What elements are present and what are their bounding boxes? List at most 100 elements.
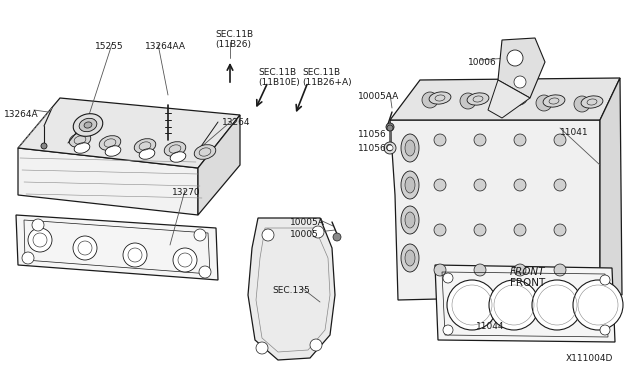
- Ellipse shape: [429, 92, 451, 104]
- Circle shape: [434, 179, 446, 191]
- Text: 10005AA: 10005AA: [358, 92, 399, 101]
- Ellipse shape: [401, 171, 419, 199]
- Circle shape: [532, 280, 582, 330]
- Text: 11041: 11041: [560, 128, 589, 137]
- Circle shape: [41, 143, 47, 149]
- Circle shape: [489, 280, 539, 330]
- Text: SEC.11B: SEC.11B: [302, 68, 340, 77]
- Text: 11044: 11044: [476, 322, 504, 331]
- Polygon shape: [435, 265, 615, 342]
- Circle shape: [312, 226, 324, 238]
- Ellipse shape: [139, 149, 155, 159]
- Text: 13264A: 13264A: [4, 110, 38, 119]
- Text: SEC.11B: SEC.11B: [258, 68, 296, 77]
- Circle shape: [443, 325, 453, 335]
- Ellipse shape: [69, 133, 91, 147]
- Circle shape: [554, 224, 566, 236]
- Circle shape: [22, 252, 34, 264]
- Ellipse shape: [543, 95, 565, 107]
- Circle shape: [256, 342, 268, 354]
- Circle shape: [73, 236, 97, 260]
- Circle shape: [386, 123, 394, 131]
- Ellipse shape: [74, 143, 90, 153]
- Text: 15255: 15255: [95, 42, 124, 51]
- Circle shape: [333, 233, 341, 241]
- Circle shape: [387, 145, 393, 151]
- Ellipse shape: [164, 142, 186, 156]
- Text: 11056C: 11056C: [358, 144, 393, 153]
- Circle shape: [199, 266, 211, 278]
- Ellipse shape: [105, 146, 121, 156]
- Polygon shape: [18, 98, 240, 168]
- Text: FRONT: FRONT: [510, 267, 545, 277]
- Circle shape: [507, 50, 523, 66]
- Circle shape: [498, 94, 514, 110]
- Ellipse shape: [194, 145, 216, 159]
- Circle shape: [28, 228, 52, 252]
- Circle shape: [447, 280, 497, 330]
- Text: X111004D: X111004D: [566, 354, 613, 363]
- Ellipse shape: [405, 177, 415, 193]
- Circle shape: [434, 224, 446, 236]
- Ellipse shape: [405, 140, 415, 156]
- Circle shape: [600, 325, 610, 335]
- Circle shape: [514, 264, 526, 276]
- Circle shape: [514, 134, 526, 146]
- Polygon shape: [488, 80, 530, 118]
- Circle shape: [123, 243, 147, 267]
- Ellipse shape: [505, 94, 527, 106]
- Circle shape: [434, 264, 446, 276]
- Circle shape: [573, 280, 623, 330]
- Circle shape: [32, 219, 44, 231]
- Text: 10005: 10005: [290, 230, 319, 239]
- Circle shape: [474, 134, 486, 146]
- Text: 10006: 10006: [468, 58, 497, 67]
- Circle shape: [474, 264, 486, 276]
- Circle shape: [384, 142, 396, 154]
- Circle shape: [387, 125, 393, 131]
- Text: 13264: 13264: [222, 118, 250, 127]
- Ellipse shape: [79, 118, 97, 132]
- Polygon shape: [248, 218, 335, 360]
- Circle shape: [474, 224, 486, 236]
- Text: SEC.11B: SEC.11B: [215, 30, 253, 39]
- Circle shape: [554, 134, 566, 146]
- Circle shape: [310, 339, 322, 351]
- Polygon shape: [18, 148, 198, 215]
- Text: 13264AA: 13264AA: [145, 42, 186, 51]
- Ellipse shape: [84, 122, 92, 128]
- Circle shape: [574, 96, 590, 112]
- Ellipse shape: [401, 134, 419, 162]
- Circle shape: [536, 95, 552, 111]
- Circle shape: [514, 179, 526, 191]
- Ellipse shape: [401, 206, 419, 234]
- Circle shape: [422, 92, 438, 108]
- Polygon shape: [600, 78, 622, 295]
- Polygon shape: [498, 38, 545, 98]
- Polygon shape: [16, 215, 218, 280]
- Circle shape: [173, 248, 197, 272]
- Circle shape: [514, 224, 526, 236]
- Ellipse shape: [134, 139, 156, 153]
- Circle shape: [600, 275, 610, 285]
- Ellipse shape: [401, 244, 419, 272]
- Circle shape: [194, 229, 206, 241]
- Ellipse shape: [73, 114, 103, 136]
- Circle shape: [474, 179, 486, 191]
- Ellipse shape: [405, 250, 415, 266]
- Circle shape: [460, 93, 476, 109]
- Polygon shape: [198, 115, 240, 215]
- Text: 13270: 13270: [172, 188, 200, 197]
- Ellipse shape: [170, 152, 186, 162]
- Circle shape: [434, 134, 446, 146]
- Circle shape: [443, 273, 453, 283]
- Text: (11B26): (11B26): [215, 40, 251, 49]
- Text: 11056: 11056: [358, 130, 387, 139]
- Text: (11B10E): (11B10E): [258, 78, 300, 87]
- Text: 10005A: 10005A: [290, 218, 325, 227]
- Polygon shape: [390, 120, 600, 300]
- Ellipse shape: [467, 93, 489, 105]
- Text: FRONT: FRONT: [510, 278, 545, 288]
- Text: (11B26+A): (11B26+A): [302, 78, 351, 87]
- Circle shape: [554, 179, 566, 191]
